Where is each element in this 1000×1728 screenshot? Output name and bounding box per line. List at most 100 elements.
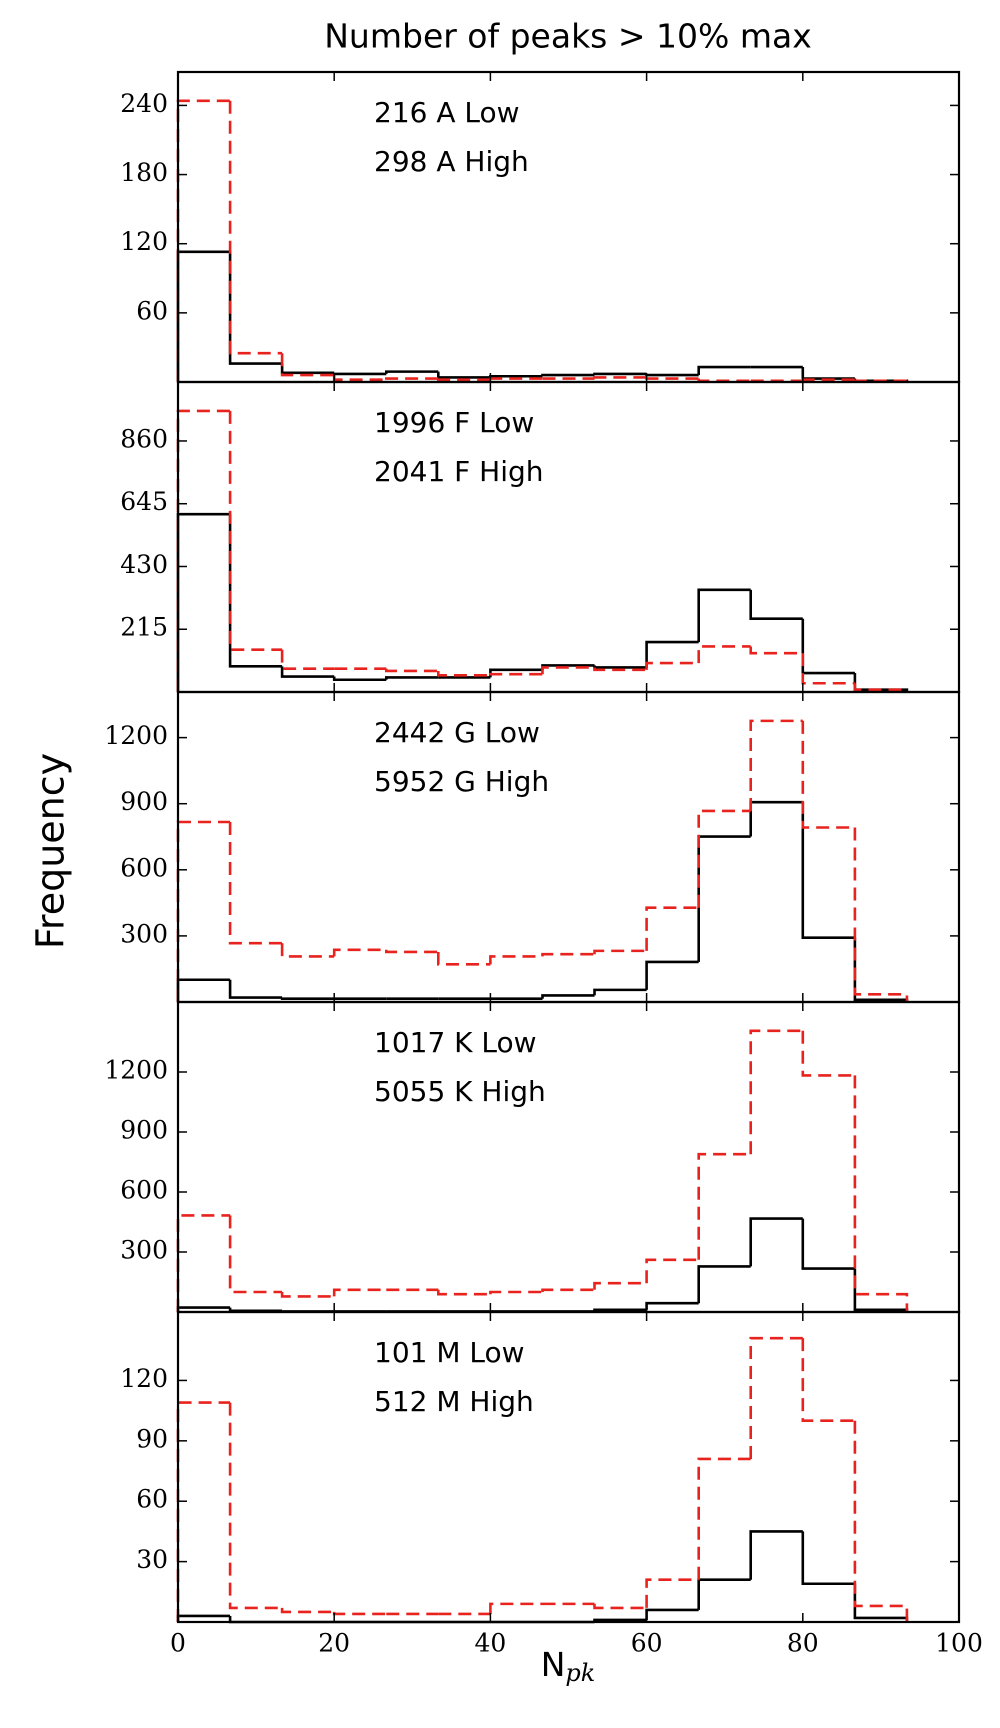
histogram-step bbox=[697, 1265, 751, 1304]
histogram-step bbox=[541, 952, 595, 957]
histogram-step bbox=[749, 589, 803, 621]
histogram-step bbox=[801, 802, 855, 939]
y-tick-label: 600 bbox=[120, 1176, 168, 1205]
y-tick-label: 60 bbox=[136, 1485, 168, 1514]
histogram-step bbox=[749, 1336, 803, 1459]
histogram-step bbox=[853, 1268, 909, 1312]
series-label: 512 M High bbox=[374, 1385, 534, 1418]
histogram-step bbox=[280, 1292, 335, 1298]
histogram-step bbox=[228, 514, 283, 668]
histogram-step bbox=[645, 1301, 699, 1310]
y-tick-label: 1200 bbox=[104, 721, 168, 750]
histogram-step bbox=[176, 820, 231, 1002]
figure-title: Number of peaks > 10% max bbox=[324, 17, 812, 56]
histogram-step bbox=[489, 672, 543, 676]
series-label: 2041 F High bbox=[374, 455, 544, 488]
x-axis-label: Npk bbox=[541, 1645, 596, 1687]
histogram-step bbox=[228, 1215, 283, 1294]
histogram-step bbox=[489, 374, 543, 378]
histogram-step bbox=[853, 683, 909, 692]
histogram-step bbox=[645, 906, 699, 951]
histogram-step bbox=[176, 978, 231, 1002]
histogram-step bbox=[697, 1457, 751, 1580]
histogram-step bbox=[801, 1030, 855, 1077]
y-tick-label: 180 bbox=[120, 158, 168, 187]
histogram-step bbox=[489, 377, 543, 380]
histogram-step bbox=[176, 250, 231, 382]
histogram-step bbox=[280, 997, 335, 1000]
histogram-step bbox=[697, 1152, 751, 1260]
y-tick-label: 860 bbox=[120, 424, 168, 453]
histogram-step bbox=[801, 1218, 855, 1270]
histogram-step bbox=[645, 1258, 699, 1284]
histogram-step bbox=[697, 809, 751, 908]
histogram-step bbox=[332, 372, 387, 376]
histogram-step bbox=[801, 720, 855, 829]
series-label: 1017 K Low bbox=[374, 1026, 537, 1059]
histogram-step bbox=[801, 367, 855, 380]
histogram-step bbox=[384, 949, 439, 954]
histogram-step bbox=[228, 100, 283, 355]
histogram-step bbox=[228, 251, 283, 365]
histogram-step bbox=[853, 379, 909, 383]
x-tick-label: 0 bbox=[170, 1629, 186, 1658]
histogram-step bbox=[801, 1531, 855, 1586]
series-label: 298 A High bbox=[374, 145, 529, 178]
histogram-step bbox=[384, 668, 439, 673]
histogram-step bbox=[853, 827, 909, 1002]
y-tick-label: 215 bbox=[120, 613, 168, 642]
histogram-step bbox=[541, 1288, 595, 1292]
x-tick-label: 100 bbox=[935, 1629, 983, 1658]
histogram-step bbox=[593, 1281, 647, 1290]
histogram-step bbox=[593, 667, 647, 672]
histogram-step bbox=[489, 955, 543, 965]
histogram-step bbox=[384, 676, 439, 680]
histogram-step bbox=[593, 376, 647, 379]
histogram-step bbox=[332, 676, 387, 682]
histogram-step bbox=[176, 1401, 231, 1622]
histogram-step bbox=[593, 372, 647, 376]
y-tick-label: 30 bbox=[136, 1545, 168, 1574]
histogram-step bbox=[176, 512, 231, 692]
histogram-step bbox=[593, 949, 647, 955]
series-label: 2442 G Low bbox=[374, 716, 540, 749]
histogram-step bbox=[280, 943, 335, 958]
histogram-step bbox=[280, 649, 335, 670]
histogram-step bbox=[593, 988, 647, 996]
histogram-step bbox=[853, 937, 909, 1002]
y-tick-label: 430 bbox=[120, 550, 168, 579]
histogram-step bbox=[645, 377, 699, 380]
x-axis-label-subscript: pk bbox=[565, 1659, 595, 1687]
histogram-step bbox=[697, 365, 751, 376]
series-label: 5055 K High bbox=[374, 1075, 546, 1108]
histogram-step bbox=[801, 1338, 855, 1422]
histogram-step bbox=[384, 377, 439, 380]
histogram-step bbox=[697, 645, 751, 664]
histogram-step bbox=[853, 1420, 909, 1622]
y-tick-label: 900 bbox=[120, 1116, 168, 1145]
histogram-step bbox=[176, 409, 231, 692]
histogram-step bbox=[437, 1289, 491, 1296]
histogram-step bbox=[437, 951, 491, 966]
histogram-step bbox=[749, 1217, 803, 1267]
histogram-step bbox=[593, 1603, 647, 1610]
histogram-step bbox=[749, 800, 803, 837]
x-tick-label: 20 bbox=[318, 1629, 350, 1658]
histogram-step bbox=[697, 378, 751, 383]
histogram-step bbox=[176, 1214, 231, 1312]
histogram-step bbox=[645, 960, 699, 990]
histogram-step bbox=[697, 835, 751, 962]
y-tick-label: 600 bbox=[120, 853, 168, 882]
y-tick-label: 645 bbox=[120, 487, 168, 516]
histogram-step bbox=[228, 979, 283, 999]
histogram-step bbox=[228, 1402, 283, 1610]
histogram-step bbox=[541, 994, 595, 999]
y-tick-label: 90 bbox=[136, 1424, 168, 1453]
series-label: 101 M Low bbox=[374, 1336, 525, 1369]
histogram-step bbox=[749, 1029, 803, 1155]
histogram-step bbox=[384, 370, 439, 374]
y-tick-label: 120 bbox=[120, 1364, 168, 1393]
histogram-step bbox=[801, 378, 855, 381]
y-tick-label: 300 bbox=[120, 1236, 168, 1265]
plot-frame bbox=[176, 70, 961, 384]
